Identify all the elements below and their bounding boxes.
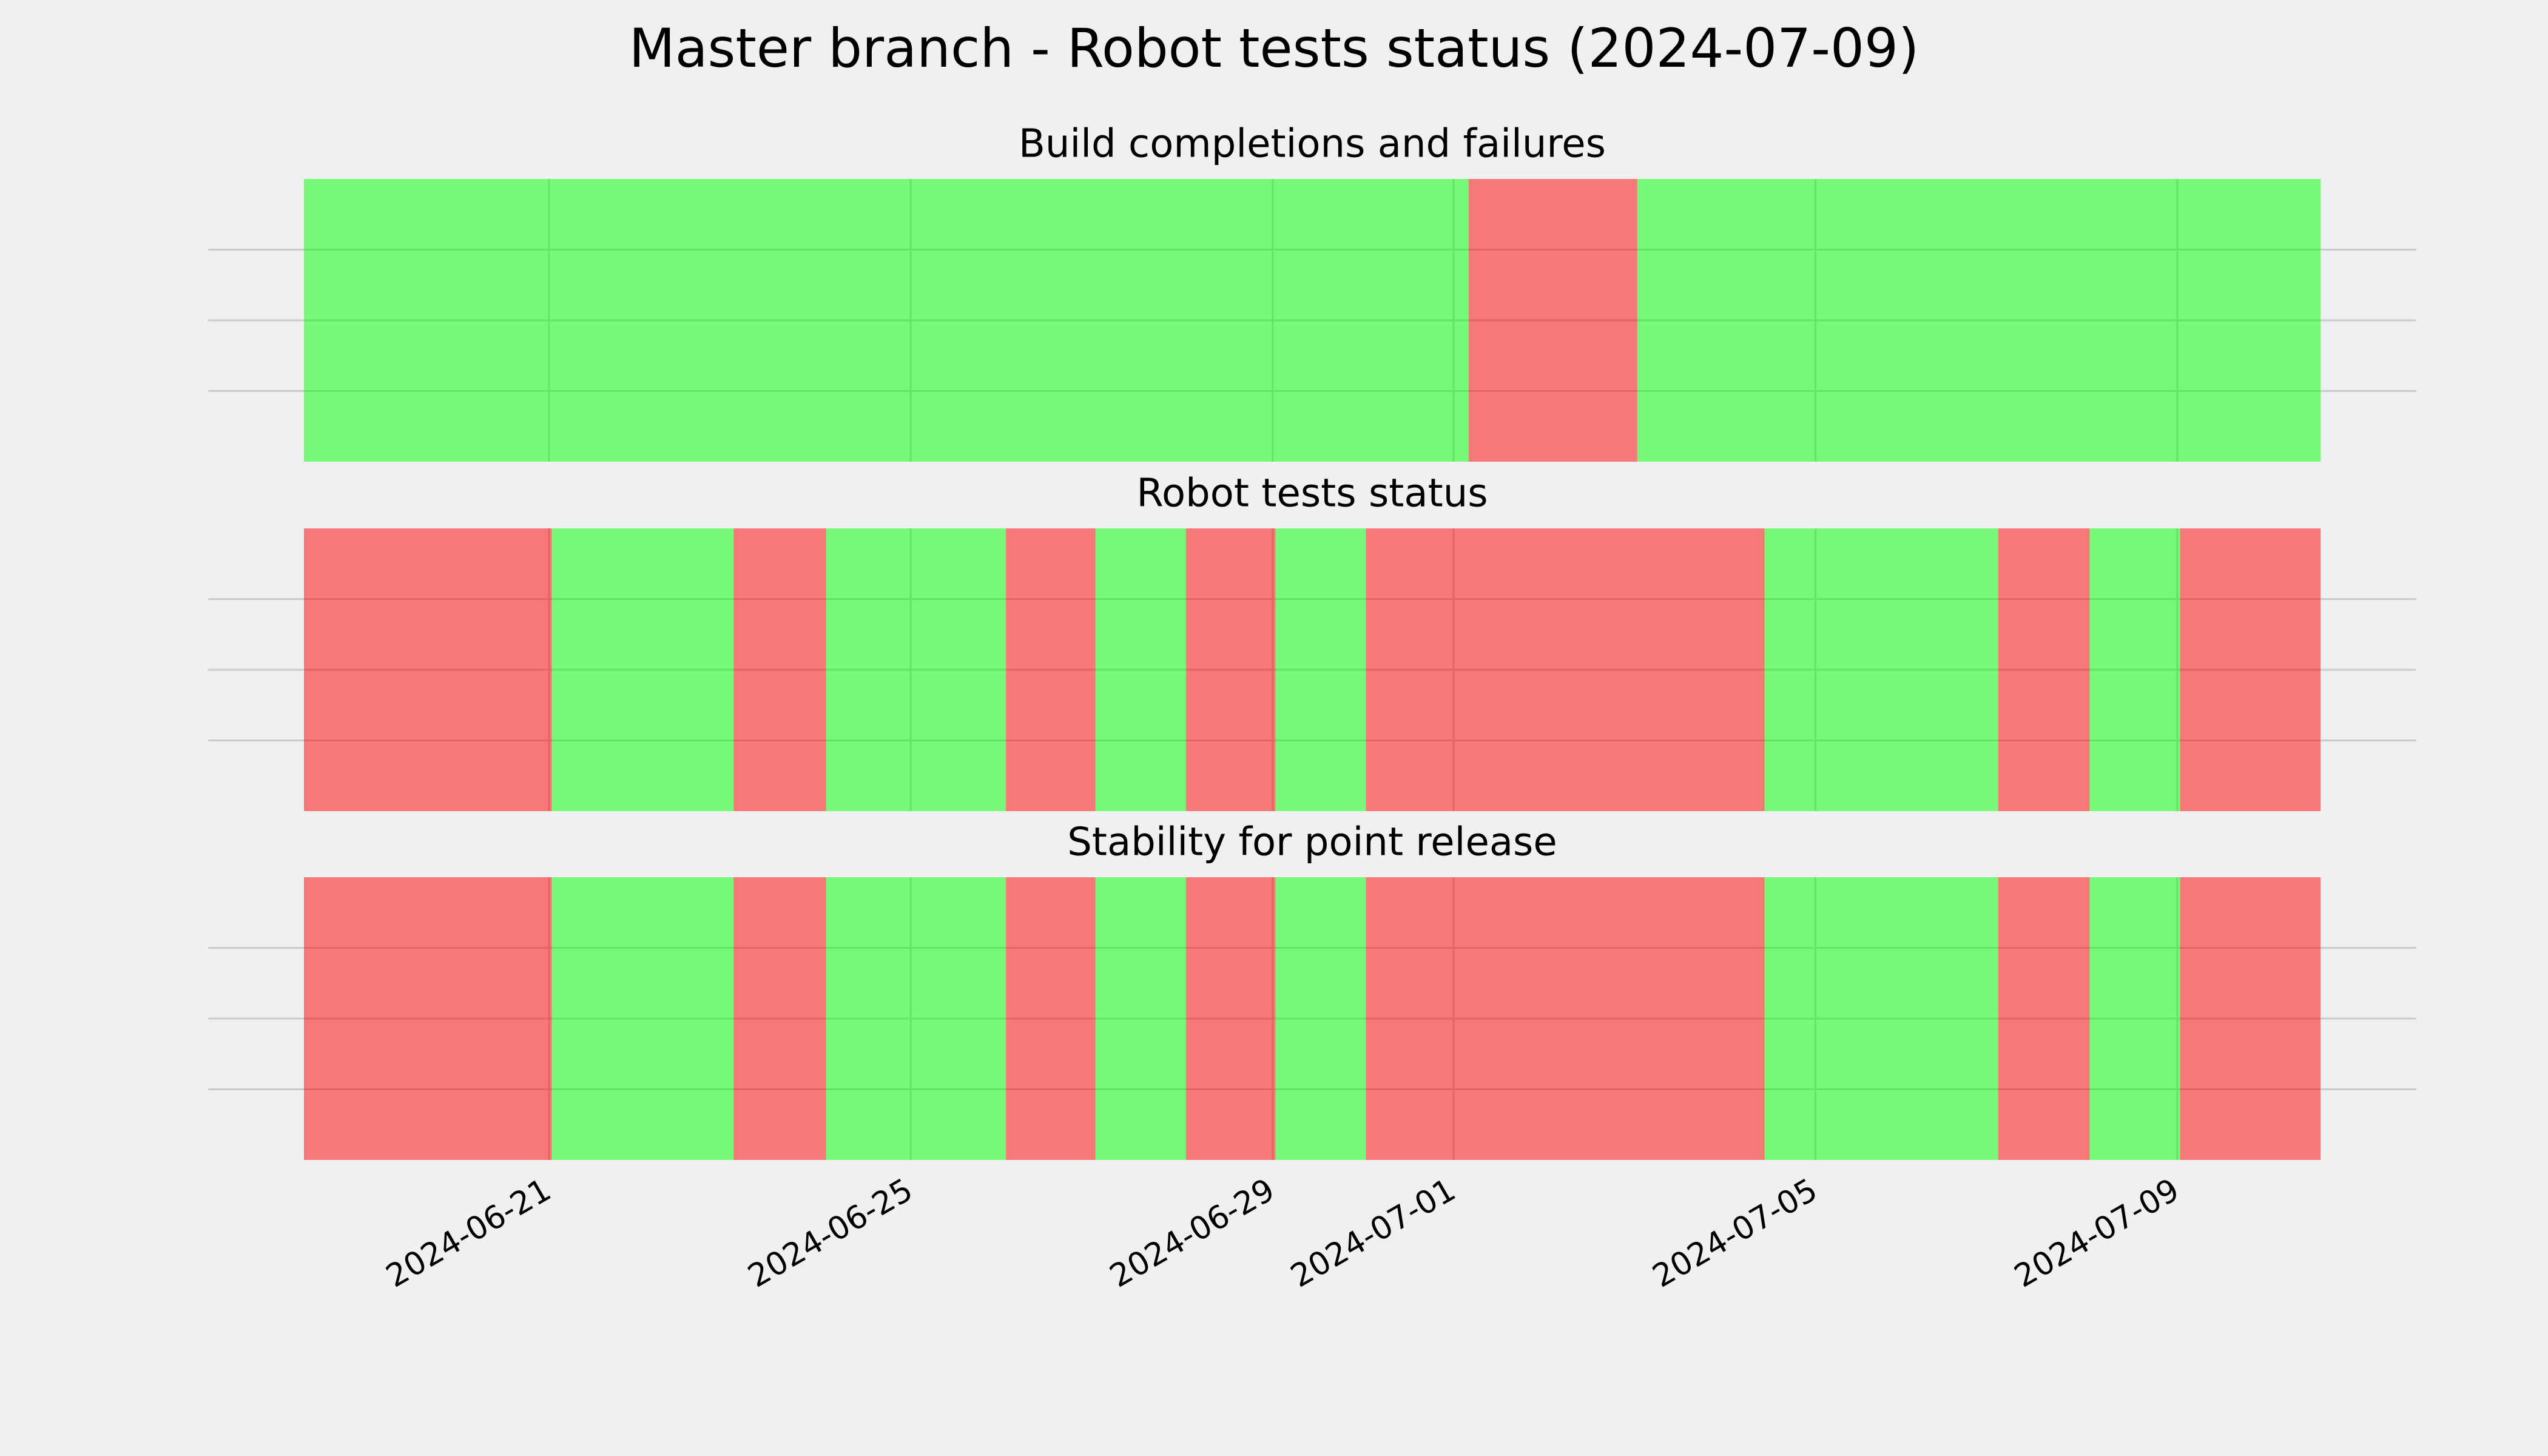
status-span	[1095, 877, 1186, 1160]
status-span	[1006, 528, 1096, 811]
status-span	[733, 528, 826, 811]
status-span	[1095, 528, 1186, 811]
status-span	[1366, 528, 1765, 811]
status-span	[2180, 528, 2320, 811]
status-span	[551, 877, 734, 1160]
status-span	[1764, 877, 1998, 1160]
status-span	[826, 528, 1006, 811]
status-span	[304, 877, 552, 1160]
status-span	[1185, 877, 1276, 1160]
status-span	[1998, 528, 2090, 811]
status-span	[1006, 877, 1096, 1160]
status-span	[1637, 179, 2320, 462]
panel-title: Build completions and failures	[1019, 122, 1606, 167]
status-span	[1468, 179, 1637, 462]
status-span	[551, 528, 734, 811]
status-span	[1185, 528, 1276, 811]
panel-title: Robot tests status	[1136, 471, 1488, 516]
status-span	[304, 528, 552, 811]
status-span	[1764, 528, 1998, 811]
status-span	[2180, 877, 2320, 1160]
status-span	[2089, 877, 2180, 1160]
status-span	[826, 877, 1006, 1160]
figure-title: Master branch - Robot tests status (2024…	[629, 17, 1919, 79]
status-span	[304, 179, 1469, 462]
status-span	[1366, 877, 1765, 1160]
status-span	[1275, 528, 1366, 811]
panel-title: Stability for point release	[1067, 820, 1557, 865]
status-span	[1998, 877, 2090, 1160]
status-span	[1275, 877, 1366, 1160]
status-span	[733, 877, 826, 1160]
status-span	[2089, 528, 2180, 811]
